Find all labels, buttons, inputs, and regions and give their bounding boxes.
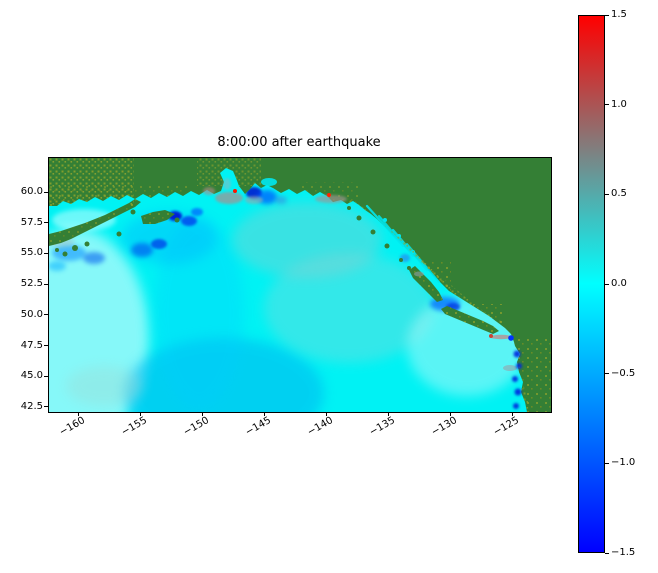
y-tick-label: 45.0 — [20, 370, 43, 382]
x-tick-label: −140 — [305, 415, 335, 439]
y-tick-mark — [44, 314, 48, 316]
x-tick-label: −160 — [57, 415, 87, 439]
x-tick-label: −155 — [119, 415, 149, 439]
x-tick-mark — [388, 412, 389, 416]
y-tick-label: 47.5 — [20, 339, 43, 351]
x-tick-mark — [264, 412, 265, 416]
colorbar-tick-mark — [605, 104, 609, 106]
x-tick-label: −135 — [367, 415, 397, 439]
y-tick-label: 50.0 — [20, 308, 43, 320]
colorbar-tick-label: −1.5 — [611, 547, 636, 559]
colorbar-tick-label: 1.0 — [611, 98, 627, 110]
x-tick-mark — [78, 412, 79, 416]
y-tick-mark — [44, 191, 48, 193]
juan-de-fuca-streak — [490, 334, 512, 340]
colorbar-tick-label: 0.0 — [611, 278, 627, 289]
x-tick-label: −130 — [429, 415, 459, 439]
y-tick-label: 52.5 — [20, 278, 43, 290]
y-tick-mark — [44, 345, 48, 346]
colorbar-tick-mark — [605, 373, 609, 375]
x-tick-label: −125 — [491, 415, 521, 439]
y-tick-label: 55.0 — [20, 247, 43, 259]
colorbar-tick-mark — [605, 283, 609, 285]
red-spot-se-alaska — [327, 193, 331, 197]
y-tick-label: 57.5 — [20, 216, 43, 228]
colorbar — [578, 15, 605, 553]
coastal-anomalies — [203, 178, 522, 409]
wa-coast-troughs — [512, 350, 522, 409]
colorbar-tick-label: −0.5 — [611, 367, 636, 379]
colorbar-tick-label: −1.0 — [611, 457, 636, 469]
y-tick-label: 60.0 — [20, 186, 43, 197]
plot-title: 8:00:00 after earthquake — [217, 135, 381, 150]
x-tick-mark — [512, 412, 513, 416]
colorbar-tick-label: 0.5 — [611, 188, 627, 200]
y-tick-mark — [44, 222, 48, 224]
y-tick-mark — [44, 252, 48, 254]
y-tick-mark — [44, 375, 48, 377]
x-tick-mark — [326, 412, 327, 416]
y-tick-label: 42.5 — [20, 400, 43, 412]
map-axes — [48, 157, 552, 413]
x-tick-mark — [140, 412, 141, 416]
alaska-mainland — [49, 158, 551, 412]
red-spot-kenai — [233, 189, 237, 193]
colorbar-tick-label: 1.5 — [611, 9, 627, 20]
x-tick-label: −150 — [181, 415, 211, 439]
colorbar-tick-mark — [605, 552, 609, 554]
colorbar-tick-mark — [605, 462, 609, 464]
x-tick-label: −145 — [243, 415, 273, 439]
x-tick-mark — [202, 412, 203, 416]
y-tick-mark — [44, 283, 48, 285]
colorbar-tick-mark — [605, 14, 609, 16]
colorbar-tick-mark — [605, 193, 609, 195]
map — [49, 158, 551, 412]
wave-troughs — [49, 187, 460, 311]
y-tick-mark — [44, 406, 48, 408]
x-tick-mark — [450, 412, 451, 416]
